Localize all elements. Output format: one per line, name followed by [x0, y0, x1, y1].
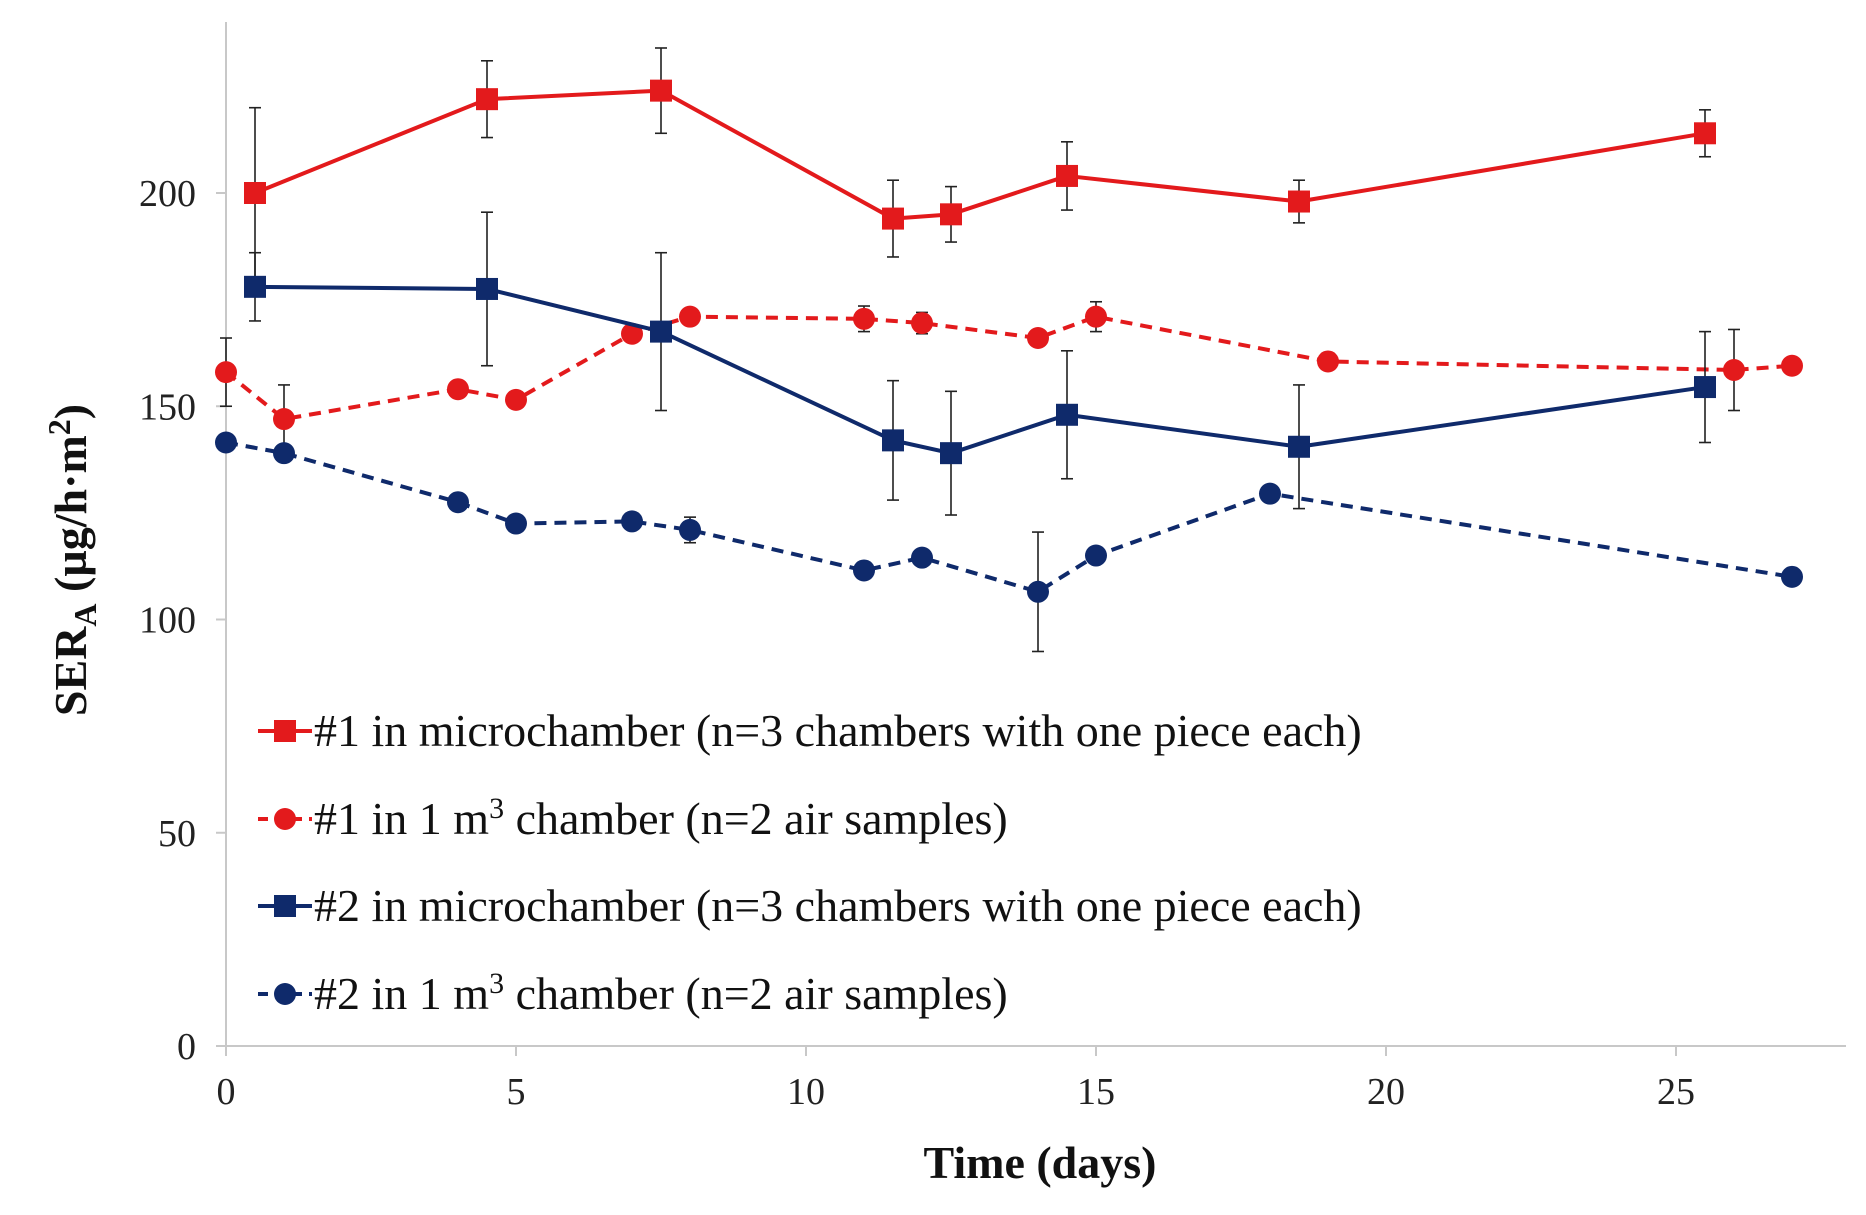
x-tick-label: 0 — [217, 1071, 236, 1113]
series-s2 — [215, 300, 1803, 454]
series — [215, 47, 1803, 653]
data-point — [621, 510, 643, 533]
data-point — [882, 429, 904, 452]
data-point — [1085, 305, 1107, 328]
legend-item-s4: #2 in 1 m3 chamber (n=2 air samples) — [258, 967, 1008, 1019]
legend-label-s1: #1 in microchamber (n=3 chambers with on… — [314, 705, 1362, 756]
legend-item-s2: #1 in 1 m3 chamber (n=2 air samples) — [258, 792, 1008, 844]
y-tick-label: 100 — [139, 600, 196, 642]
series-line-s4 — [225, 440, 1793, 594]
data-point — [1056, 164, 1078, 187]
y-tick-label: 150 — [139, 386, 196, 428]
data-point — [1317, 350, 1339, 373]
series-s3 — [244, 211, 1716, 516]
x-tick-label: 25 — [1657, 1071, 1695, 1113]
series-line-s2 — [224, 314, 1793, 422]
data-point — [1027, 327, 1049, 350]
legend-marker-s4 — [274, 983, 296, 1005]
data-point — [447, 378, 469, 401]
data-point — [1781, 354, 1803, 377]
data-point — [1056, 403, 1078, 426]
data-point — [1781, 565, 1803, 588]
data-point — [679, 518, 701, 541]
data-point — [215, 361, 237, 384]
data-point — [940, 203, 962, 226]
data-point — [476, 88, 498, 111]
data-point — [650, 320, 672, 343]
series-line-s3 — [254, 284, 1706, 456]
data-point — [505, 388, 527, 411]
legend-item-s1: #1 in microchamber (n=3 chambers with on… — [258, 705, 1362, 756]
x-tick-label: 10 — [787, 1071, 825, 1113]
data-point — [940, 442, 962, 465]
data-point — [476, 277, 498, 300]
series-s4 — [215, 431, 1803, 653]
ticks: 0 5 10 15 20 25 0 50 100 150 200 — [139, 173, 1695, 1113]
legend: #1 in microchamber (n=3 chambers with on… — [258, 705, 1362, 1019]
data-point — [273, 408, 295, 431]
data-point — [505, 512, 527, 535]
data-point — [911, 312, 933, 335]
data-point — [1723, 358, 1745, 381]
legend-item-s3: #2 in microchamber (n=3 chambers with on… — [258, 880, 1362, 931]
data-point — [1027, 580, 1049, 603]
data-point — [853, 559, 875, 582]
x-tick-label: 5 — [507, 1071, 526, 1113]
y-tick-label: 200 — [139, 173, 196, 215]
data-point — [244, 182, 266, 204]
data-point — [244, 275, 266, 298]
data-point — [650, 79, 672, 102]
data-point — [679, 305, 701, 328]
y-axis-title: SERA (µg/h·m2) — [41, 404, 103, 716]
data-point — [273, 442, 295, 465]
data-point — [1288, 435, 1310, 458]
legend-label-s2: #1 in 1 m3 chamber (n=2 air samples) — [314, 792, 1008, 844]
data-point — [447, 491, 469, 514]
y-tick-label: 0 — [177, 1026, 196, 1068]
data-point — [1259, 482, 1281, 505]
legend-label-s3: #2 in microchamber (n=3 chambers with on… — [314, 880, 1362, 931]
series-s1 — [244, 47, 1716, 280]
data-point — [1085, 544, 1107, 567]
legend-marker-s2 — [274, 808, 296, 830]
y-tick-label: 50 — [158, 813, 196, 855]
data-point — [1288, 190, 1310, 213]
x-tick-label: 15 — [1077, 1071, 1115, 1113]
data-point — [215, 431, 237, 454]
legend-marker-s3 — [274, 895, 296, 917]
data-point — [853, 307, 875, 330]
data-point — [911, 546, 933, 569]
x-axis-title: Time (days) — [924, 1137, 1157, 1188]
data-point — [1694, 122, 1716, 145]
data-point — [882, 207, 904, 230]
x-tick-label: 20 — [1367, 1071, 1405, 1113]
data-point — [621, 322, 643, 345]
series-line-s1 — [254, 88, 1706, 221]
legend-marker-s1 — [274, 720, 296, 742]
legend-label-s4: #2 in 1 m3 chamber (n=2 air samples) — [314, 967, 1008, 1019]
data-point — [1694, 376, 1716, 399]
